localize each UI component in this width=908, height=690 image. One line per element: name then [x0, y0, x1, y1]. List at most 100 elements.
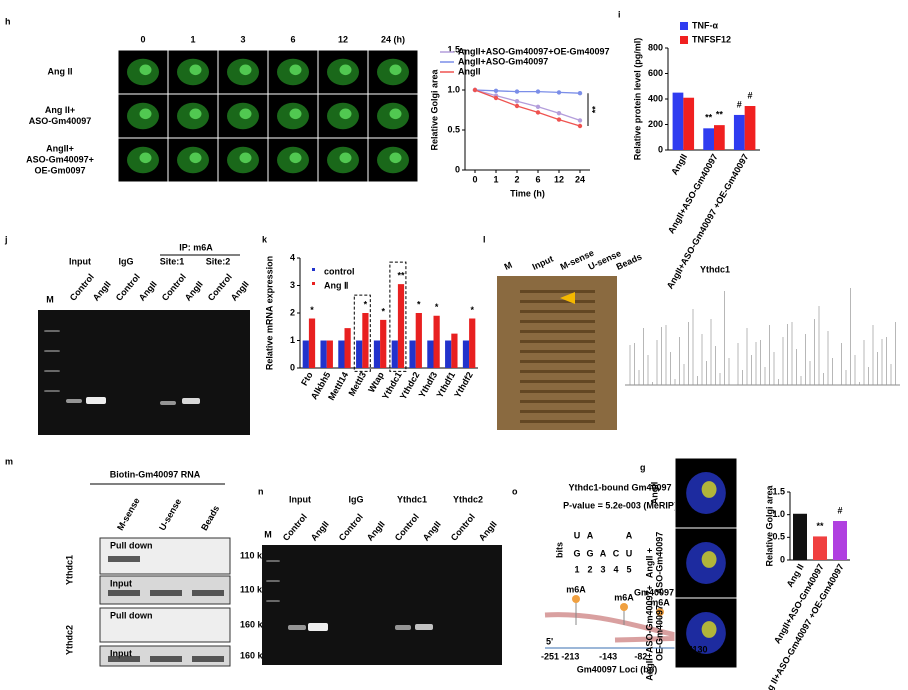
x-tick-label: 1	[493, 174, 498, 184]
label: 110 kDa	[240, 584, 275, 594]
band	[520, 400, 595, 403]
cell	[289, 64, 302, 76]
band	[520, 360, 595, 363]
bar	[415, 313, 422, 368]
annotation: **	[590, 106, 600, 114]
label: 160 kDa	[240, 650, 275, 660]
label: -143	[599, 651, 617, 661]
significance: **	[816, 521, 824, 531]
significance: *	[364, 299, 368, 309]
cell	[139, 152, 152, 164]
site	[620, 603, 628, 611]
cell	[339, 64, 352, 76]
bar	[433, 315, 440, 368]
band	[520, 410, 595, 413]
y-tick-label: 0	[780, 554, 785, 564]
motif-letter: A	[587, 530, 594, 540]
label: Gm40097 RNA	[634, 587, 697, 597]
cell	[189, 64, 202, 76]
label: 110 kDa	[240, 550, 275, 560]
legend-label: Ang Ⅱ	[324, 280, 348, 290]
point	[514, 103, 520, 109]
band	[415, 624, 433, 630]
band	[192, 590, 224, 596]
x-axis-label: Time (h)	[510, 188, 545, 198]
band	[520, 320, 595, 323]
label: bits	[554, 542, 564, 558]
band	[520, 290, 595, 293]
cell	[239, 64, 252, 76]
motif-letter: A	[626, 530, 633, 540]
significance: *	[381, 306, 385, 316]
band	[160, 401, 176, 405]
legend-swatch	[680, 22, 688, 30]
bar	[733, 114, 745, 150]
band	[150, 656, 182, 662]
label: 3	[240, 34, 245, 44]
label: Gm40097 Loci (bp)	[577, 664, 658, 674]
label: -251	[541, 651, 559, 661]
label: m6A	[566, 584, 586, 594]
cell	[239, 152, 252, 164]
band	[288, 625, 306, 630]
y-tick-label: 1.5	[772, 486, 785, 496]
band	[44, 350, 60, 352]
band	[86, 397, 106, 404]
label: m6A	[614, 592, 634, 602]
label: 160 kDa	[240, 619, 275, 629]
y-axis-label: Relative Golgi area	[429, 68, 439, 150]
label: -82	[634, 651, 647, 661]
bar	[703, 128, 714, 150]
point	[514, 99, 520, 104]
highlight-box	[353, 294, 371, 372]
band	[44, 370, 60, 372]
label: P-value = 5.2e-003 (MeRIP)	[563, 500, 677, 510]
panel-letter: i	[618, 9, 621, 19]
blot	[99, 607, 231, 643]
point	[556, 90, 562, 95]
label: 1	[190, 34, 195, 44]
bar	[833, 521, 847, 560]
legend-swatch	[312, 268, 315, 271]
label: Input	[110, 648, 132, 658]
bar	[391, 340, 398, 368]
bar	[380, 319, 387, 368]
x-tick-label: 0	[472, 174, 477, 184]
bar	[427, 340, 434, 368]
bar	[326, 340, 333, 368]
cell	[189, 108, 202, 120]
cell	[189, 152, 202, 164]
point	[514, 89, 520, 94]
band	[192, 656, 224, 662]
band	[266, 600, 280, 602]
bar	[338, 340, 345, 368]
cell	[339, 152, 352, 164]
y-tick-label: 0.5	[772, 532, 785, 542]
point	[577, 91, 583, 96]
motif-letter: A	[600, 548, 607, 558]
band	[44, 330, 60, 332]
y-tick-label: 400	[648, 93, 663, 103]
point	[577, 118, 583, 123]
legend-label: AngII	[458, 66, 481, 76]
significance: *	[417, 299, 421, 309]
x-tick-label: 6	[535, 174, 540, 184]
label: 5	[626, 564, 631, 574]
panel-letter: m	[5, 456, 13, 466]
y-tick-label: 600	[648, 68, 663, 78]
micrograph	[367, 93, 419, 139]
label: Input	[69, 256, 91, 266]
significance: #	[748, 90, 753, 100]
label: m6A	[650, 597, 670, 607]
label: OE-Gm40097	[654, 605, 664, 661]
label: Ang II	[48, 66, 73, 76]
cell	[289, 152, 302, 164]
label: Golph3l	[678, 655, 712, 665]
label: 4	[613, 564, 618, 574]
point	[472, 87, 478, 93]
bar	[813, 536, 827, 560]
gel	[38, 310, 250, 435]
band	[520, 340, 595, 343]
label: 12	[338, 34, 348, 44]
